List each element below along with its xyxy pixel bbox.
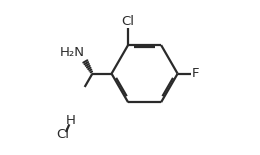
Text: H: H <box>66 114 76 127</box>
Text: Cl: Cl <box>57 128 70 141</box>
Text: H₂N: H₂N <box>60 46 85 59</box>
Text: Cl: Cl <box>122 15 135 28</box>
Text: F: F <box>191 67 199 80</box>
